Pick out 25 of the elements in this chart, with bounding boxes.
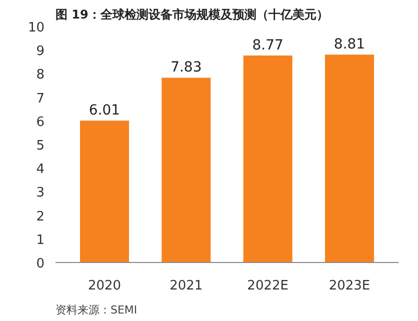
y-tick-label: 8 — [36, 68, 45, 83]
y-tick-label: 2 — [36, 209, 45, 224]
y-tick-label: 7 — [36, 91, 45, 106]
x-tick-label: 2020 — [88, 278, 122, 294]
chart-title: 图 19：全球检测设备市场规模及预测（十亿美元） — [56, 8, 328, 22]
data-label: 7.83 — [170, 60, 202, 76]
y-tick-label: 4 — [36, 162, 45, 178]
bar — [325, 54, 374, 262]
data-label: 8.77 — [252, 38, 284, 54]
bar — [243, 56, 292, 262]
bar — [162, 78, 211, 262]
y-tick-label: 9 — [36, 44, 45, 60]
y-tick-label: 10 — [28, 20, 45, 36]
x-tick-label: 2023E — [328, 278, 370, 294]
data-label: 8.81 — [334, 36, 366, 53]
x-tick-label: 2022E — [247, 278, 288, 294]
bar — [80, 120, 129, 262]
y-tick-label: 5 — [36, 138, 45, 154]
y-tick-label: 3 — [36, 186, 45, 201]
text: 资料来源：SEMI — [56, 304, 138, 316]
x-tick-label: 2021 — [170, 278, 203, 294]
data-label: 6.01 — [88, 102, 120, 119]
y-tick-label: 0 — [36, 256, 45, 272]
y-tick-label: 6 — [36, 114, 45, 130]
y-tick-label: 1 — [36, 232, 45, 248]
